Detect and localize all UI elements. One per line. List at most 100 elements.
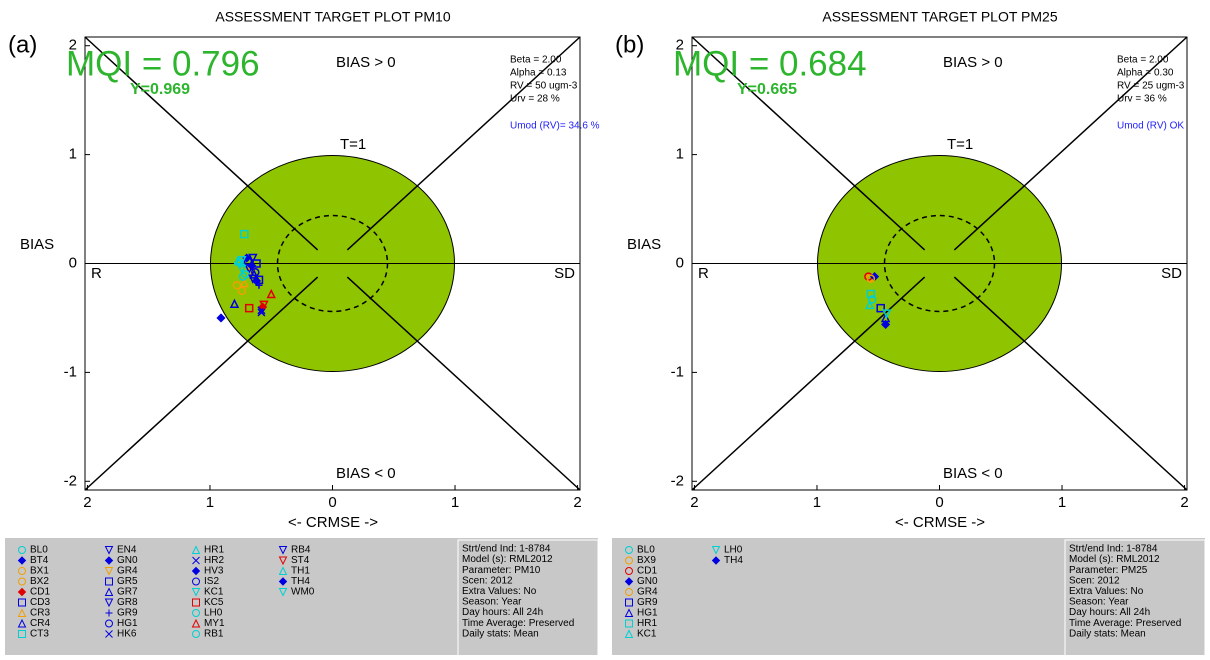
legend-marker (711, 546, 721, 555)
run-info: Season: Year (462, 597, 522, 608)
marker (866, 274, 876, 283)
legend-marker (191, 566, 201, 576)
marker (216, 313, 226, 323)
legend-marker (17, 608, 27, 617)
legend-marker (17, 618, 27, 628)
legend-label: CD1 (30, 587, 50, 598)
legend-marker (192, 577, 200, 586)
legend-label: GN0 (637, 576, 658, 587)
diagonal-line (84, 36, 319, 251)
run-info: Season: Year (1069, 597, 1129, 608)
legend-label: KC1 (637, 629, 657, 640)
legend-label: BL0 (637, 545, 655, 556)
run-info: Parameter: PM10 (462, 565, 541, 576)
legend-marker (625, 556, 633, 565)
legend-marker (105, 609, 113, 617)
legend-marker (191, 588, 201, 597)
legend-label: ST4 (291, 555, 310, 566)
legend-label: TH4 (291, 576, 310, 587)
param-line: RV = 50 ugm-3 (510, 81, 578, 92)
run-info: Time Average: Preserved (462, 618, 574, 629)
param-line: Alpha = 0.30 (1117, 68, 1174, 79)
legend-marker (278, 577, 288, 586)
run-info: Extra Values: No (462, 586, 537, 597)
mqi-label: MQI = 0.796 (66, 44, 260, 83)
legend-label: GR8 (117, 597, 138, 608)
marker (229, 298, 240, 309)
marker (232, 281, 242, 290)
legend-marker (17, 556, 27, 565)
y-index: Y=0.969 (130, 81, 190, 98)
y-tick-label: -1 (64, 363, 77, 380)
panel: 2 1 0 1 2 2 1 0 -1 -2 ASSESSMENT TARGET PLOT PM25 (… (612, 9, 1206, 659)
marker (237, 255, 247, 266)
param-line: Beta = 2.00 (510, 55, 562, 66)
marker (866, 289, 876, 299)
legend-label: CR3 (30, 608, 50, 619)
y-tick-label: 0 (676, 254, 684, 271)
info-panel (1064, 539, 1206, 659)
y-tick-label: 1 (69, 146, 77, 163)
legend-marker (104, 598, 114, 608)
run-info: Daily stats: Mean (1069, 628, 1146, 639)
circle-label: T=1 (340, 136, 366, 153)
circle-label: T=1 (947, 136, 973, 153)
legend-marker (192, 609, 200, 617)
legend-marker (104, 556, 114, 565)
run-info: Day hours: All 24h (1069, 607, 1150, 618)
legend-label: EN4 (117, 545, 137, 556)
legend-marker (18, 546, 26, 554)
legend-label: HV3 (204, 566, 224, 577)
legend-marker (191, 618, 201, 628)
x-tick-label: 2 (573, 494, 581, 511)
legend-label: HR1 (204, 545, 224, 556)
x-tick-label: 2 (1180, 494, 1188, 511)
run-info: Daily stats: Mean (462, 628, 539, 639)
legend-label: HR1 (637, 618, 657, 629)
x-axis-label: <- CRMSE -> (288, 514, 378, 531)
legend-label: CD1 (637, 566, 657, 577)
legend-label: CR4 (30, 618, 50, 629)
panel-label: (b) (615, 31, 644, 58)
legend-marker (18, 598, 26, 607)
legend-marker (105, 577, 113, 586)
y-tick-label: -1 (671, 363, 684, 380)
run-info: Model (s): RML2012 (462, 554, 553, 565)
legend-marker (18, 577, 26, 586)
param-line: RV = 25 ugm-3 (1117, 81, 1185, 92)
legend-label: TH4 (724, 555, 743, 566)
legend-marker (18, 630, 26, 638)
legend-marker (625, 588, 633, 596)
param-line: Alpha = 0.13 (510, 68, 567, 79)
marker (251, 276, 262, 286)
legend-marker (105, 630, 113, 638)
legend-label: CD3 (30, 597, 50, 608)
panel-label: (a) (8, 31, 37, 58)
run-info: Model (s): RML2012 (1069, 554, 1160, 565)
x-tick-label: 1 (813, 494, 821, 511)
legend-marker (624, 577, 634, 586)
legend-label: BL0 (30, 545, 48, 556)
marker (243, 257, 253, 266)
marker (882, 309, 892, 319)
legend-label: IS2 (204, 576, 219, 587)
right-label: SD (554, 265, 575, 282)
legend-label: RB1 (204, 629, 224, 640)
left-label: R (91, 265, 102, 282)
marker (257, 308, 266, 317)
diagonal-line (953, 276, 1188, 491)
y-tick-label: 0 (69, 254, 77, 271)
legend-marker (625, 598, 633, 607)
top-label: BIAS > 0 (336, 54, 396, 71)
run-info: Extra Values: No (1069, 586, 1144, 597)
legend-marker (104, 567, 114, 576)
legend-marker (625, 567, 633, 575)
legend-marker (278, 588, 288, 597)
param-line: Urv = 36 % (1117, 94, 1167, 105)
info-panel (457, 539, 599, 659)
legend-label: GR7 (117, 587, 138, 598)
diagonal-line (346, 276, 581, 491)
legend-marker (278, 546, 288, 555)
x-tick-label: 1 (206, 494, 214, 511)
